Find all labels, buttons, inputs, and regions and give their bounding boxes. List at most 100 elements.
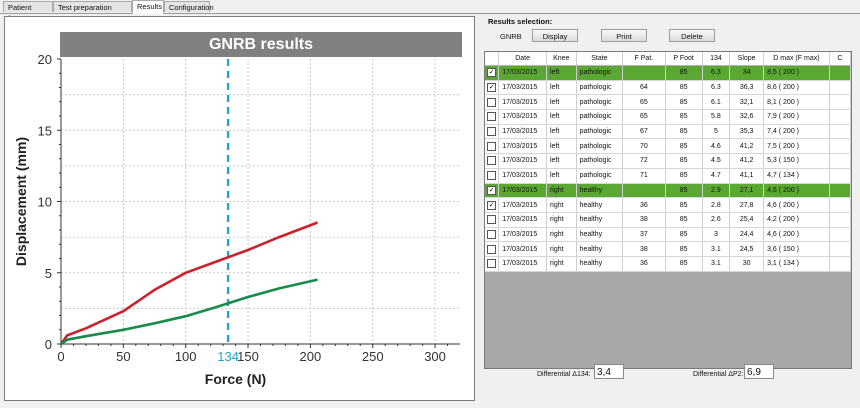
cell-pfoot: 85 [665, 197, 703, 213]
row-checkbox[interactable]: ✓ [485, 197, 500, 213]
cell-fpat: 70 [622, 138, 666, 155]
cell-slope: 34 [729, 65, 765, 81]
results-table: Date Knee State F Pat. P Foot 134 Slope … [484, 51, 852, 369]
header-state[interactable]: State [576, 52, 624, 66]
cell-pfoot: 85 [665, 138, 703, 155]
table-row[interactable]: 17/03/2015 right healthy 37 85 3 24,4 4,6 ( 200… [485, 227, 851, 243]
differential-134-field[interactable]: 3,4 [594, 364, 624, 379]
table-row[interactable]: 17/03/2015 left pathologic 72 85 4.5 41,2 5,3 (… [485, 153, 851, 169]
cell-dmax: 4,2 ( 200 ) [763, 212, 830, 228]
table-row[interactable]: 17/03/2015 right healthy 36 85 3.1 30 3,1 ( 134… [485, 256, 851, 272]
print-button[interactable]: Print [601, 29, 647, 42]
cell-c [829, 256, 851, 272]
row-checkbox[interactable] [485, 168, 500, 184]
header-knee[interactable]: Knee [546, 52, 577, 66]
cell-dmax: 8,1 ( 200 ) [763, 94, 830, 111]
header-slope[interactable]: Slope [729, 52, 765, 66]
cell-c [829, 65, 851, 81]
cell-state: pathologic [576, 109, 624, 125]
table-row[interactable]: 17/03/2015 left pathologic 65 85 6.1 32,1 8,1 (… [485, 94, 851, 111]
checkbox[interactable]: ✓ [487, 83, 497, 93]
cell-state: healthy [576, 241, 624, 257]
delete-button[interactable]: Delete [669, 29, 715, 42]
row-checkbox[interactable] [485, 94, 500, 111]
checkbox[interactable] [487, 112, 497, 122]
checkbox[interactable] [487, 259, 497, 269]
cell-pfoot: 85 [665, 256, 703, 272]
table-row[interactable]: 17/03/2015 right healthy 38 85 3.1 24,5 3,6 ( 1… [485, 241, 851, 257]
row-checkbox[interactable] [485, 227, 500, 243]
table-row[interactable]: ✓ 17/03/2015 right healthy 36 85 2.8 27,8 4,6 ( … [485, 197, 851, 213]
row-checkbox[interactable] [485, 109, 500, 125]
cell-date: 17/03/2015 [498, 124, 547, 140]
checkbox[interactable] [487, 229, 497, 239]
y-tick-label: 15 [38, 123, 52, 138]
checkbox[interactable] [487, 244, 497, 254]
row-checkbox[interactable]: ✓ [485, 65, 500, 81]
checkbox[interactable] [487, 127, 497, 137]
cell-pfoot: 85 [665, 212, 703, 228]
header-date[interactable]: Date [498, 52, 547, 66]
table-row[interactable]: 17/03/2015 left pathologic 67 85 5 35,3 7,4 ( 2… [485, 124, 851, 140]
row-checkbox[interactable] [485, 124, 500, 140]
cell-knee: right [546, 227, 577, 243]
cell-v134: 2.8 [702, 197, 731, 213]
checkbox[interactable]: ✓ [487, 68, 497, 78]
cell-knee: left [546, 124, 577, 140]
table-row[interactable]: 17/03/2015 left pathologic 65 85 5.8 32,6 7,9 (… [485, 109, 851, 125]
checkbox[interactable] [487, 171, 497, 181]
tab-configuration[interactable]: Configuration [164, 1, 214, 12]
cell-c [829, 109, 851, 125]
row-checkbox[interactable] [485, 212, 500, 228]
table-row[interactable]: 17/03/2015 left pathologic 71 85 4.7 41,1 4,7 (… [485, 168, 851, 184]
y-axis-label: Displacement (mm) [13, 137, 29, 266]
display-button[interactable]: Display [532, 29, 578, 42]
cell-c [829, 212, 851, 228]
checkbox[interactable] [487, 141, 497, 151]
checkbox[interactable]: ✓ [487, 185, 497, 195]
cell-v134: 4.5 [702, 153, 731, 169]
header-dmax[interactable]: D max (F max) [763, 52, 830, 66]
cell-date: 17/03/2015 [498, 65, 547, 81]
cell-state: healthy [576, 183, 624, 199]
table-row[interactable]: ✓ 17/03/2015 left pathologic 63 85 6.3 34 8,5 ( … [485, 65, 851, 81]
checkbox[interactable] [487, 97, 497, 107]
header-f-pat[interactable]: F Pat. [622, 52, 666, 66]
tab-results[interactable]: Results [132, 0, 164, 14]
row-checkbox[interactable] [485, 153, 500, 169]
row-checkbox[interactable]: ✓ [485, 183, 500, 199]
cell-slope: 32,1 [729, 94, 765, 111]
row-checkbox[interactable] [485, 138, 500, 155]
checkbox[interactable]: ✓ [487, 200, 497, 210]
table-row[interactable]: 17/03/2015 left pathologic 70 85 4.6 41,2 7,5 (… [485, 138, 851, 155]
cell-state: healthy [576, 197, 624, 213]
header-134[interactable]: 134 [702, 52, 731, 66]
table-row[interactable]: 17/03/2015 right healthy 38 85 2.6 25,4 4,2 ( 2… [485, 212, 851, 228]
checkbox[interactable] [487, 215, 497, 225]
header-c[interactable]: C [829, 52, 851, 66]
cell-date: 17/03/2015 [498, 138, 547, 155]
header-p-foot[interactable]: P Foot [665, 52, 703, 66]
x-tick-label: 250 [362, 349, 384, 364]
row-checkbox[interactable] [485, 241, 500, 257]
series-line-1 [59, 278, 318, 346]
cell-pfoot: 85 [665, 65, 703, 81]
table-row[interactable]: ✓ 17/03/2015 right healthy 35 85 2.9 27,1 4,6 ( … [485, 183, 851, 199]
table-row[interactable]: ✓ 17/03/2015 left pathologic 64 85 6.3 36,3 8,6 … [485, 80, 851, 96]
tab-patient-form[interactable]: Patient form [3, 1, 53, 23]
row-checkbox[interactable]: ✓ [485, 80, 500, 96]
cell-dmax: 7,4 ( 200 ) [763, 124, 830, 140]
cell-fpat: 63 [622, 65, 666, 81]
differential-p2-field[interactable]: 6,9 [744, 364, 774, 379]
cell-c [829, 168, 851, 184]
tab-test-preparation[interactable]: Test preparation GNRB [53, 1, 132, 23]
tab-bar: Patient form Test preparation GNRB Resul… [0, 0, 860, 23]
checkbox[interactable] [487, 156, 497, 166]
row-checkbox[interactable] [485, 256, 500, 272]
cell-fpat: 72 [622, 153, 666, 169]
cell-knee: right [546, 197, 577, 213]
cell-knee: left [546, 168, 577, 184]
x-tick-label: 200 [300, 349, 322, 364]
cell-dmax: 8,5 ( 200 ) [763, 65, 830, 81]
cell-date: 17/03/2015 [498, 153, 547, 169]
